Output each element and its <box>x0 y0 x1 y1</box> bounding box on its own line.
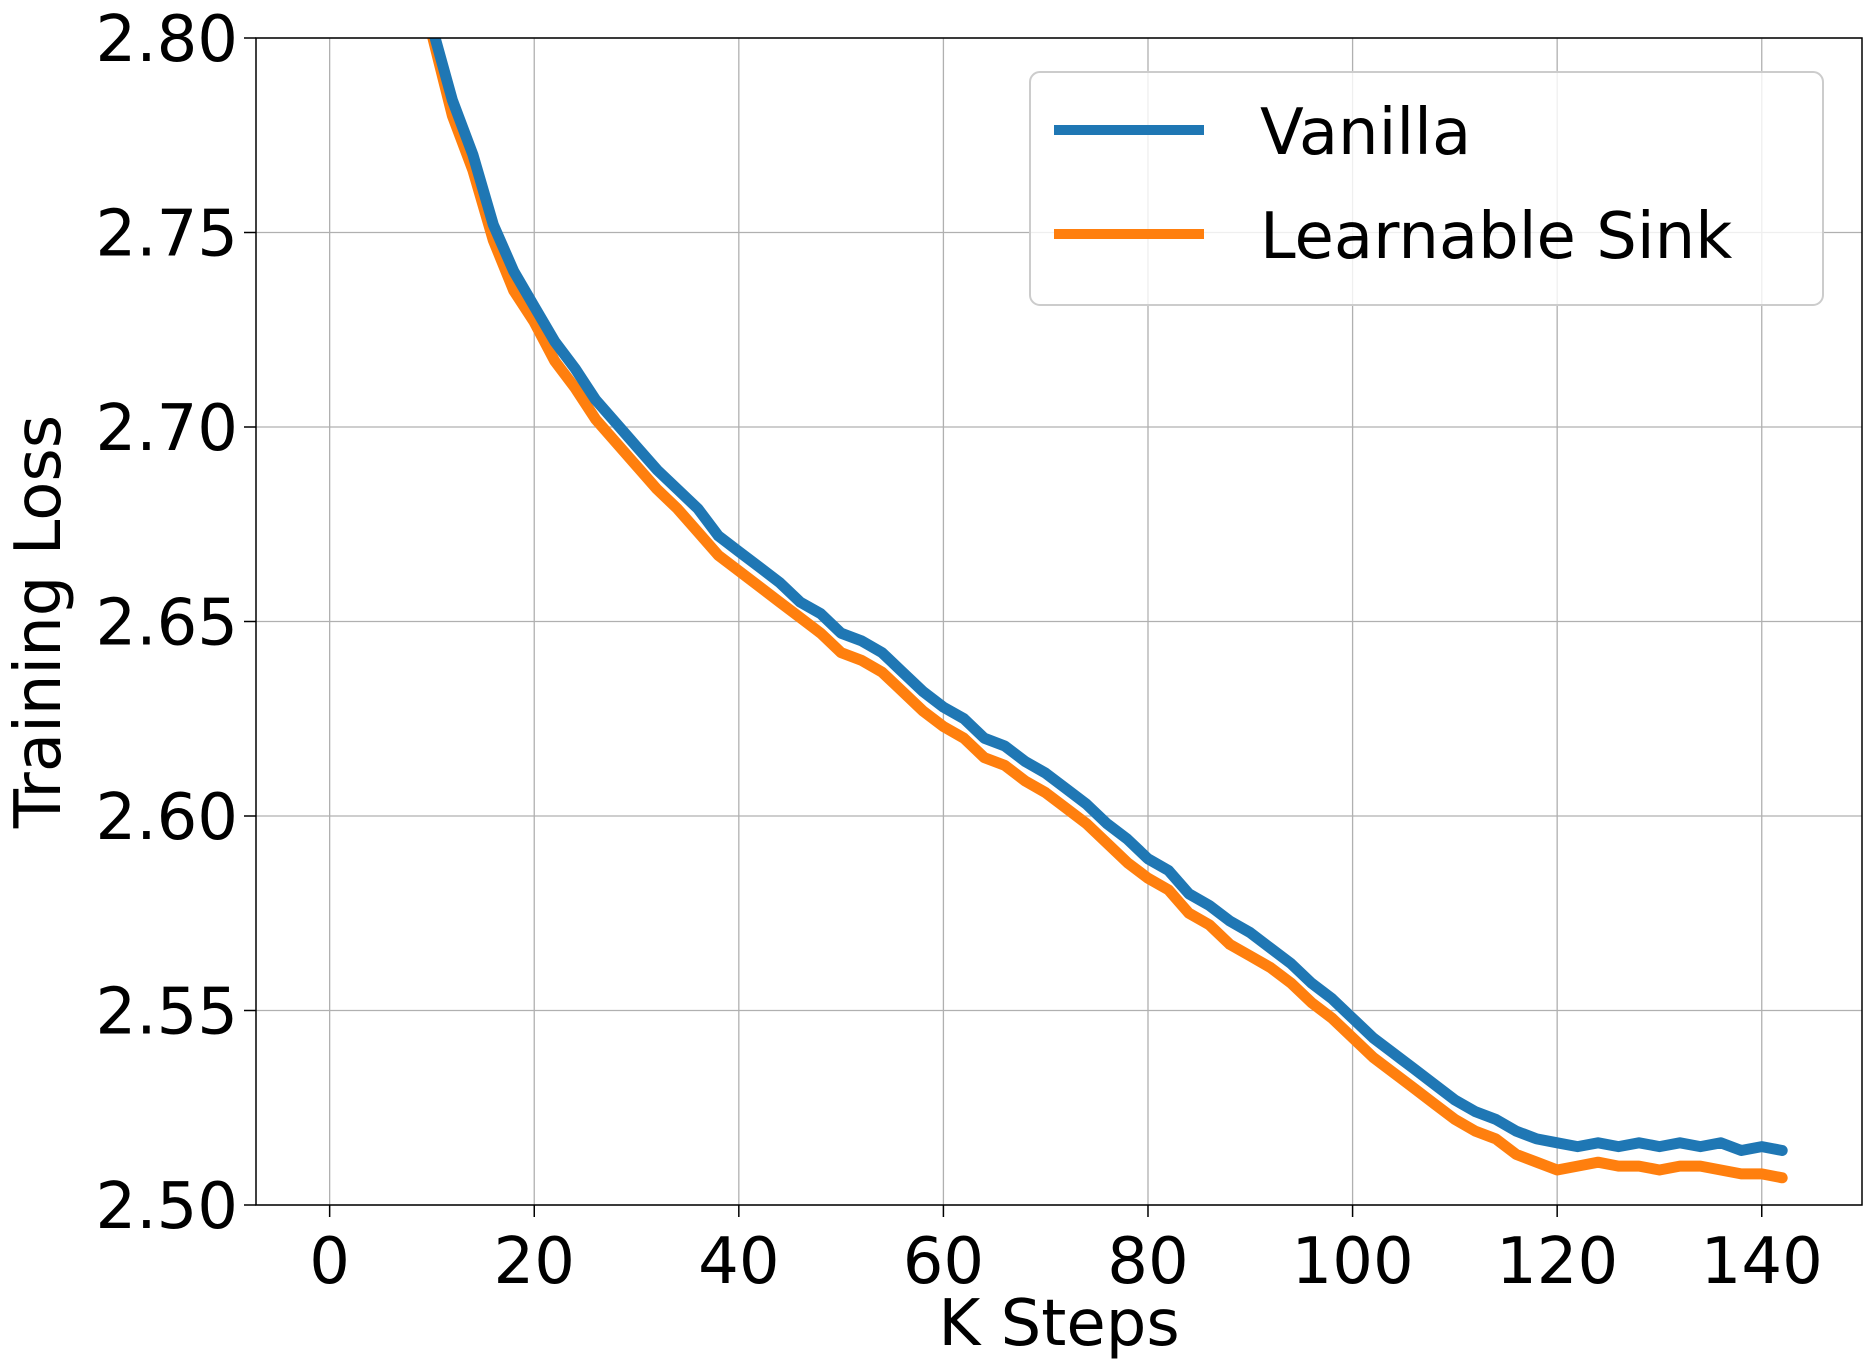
legend-box <box>1029 71 1824 306</box>
y-tick-label: 2.70 <box>96 392 239 466</box>
y-tick-label: 2.65 <box>96 587 239 661</box>
x-axis-label: K Steps <box>938 1287 1179 1361</box>
x-tick-label: 60 <box>903 1225 984 1299</box>
series-lines <box>427 38 1788 1184</box>
x-tick-label: 120 <box>1496 1225 1618 1299</box>
series-line-learnable-sink <box>427 38 1788 1184</box>
ticks: 0 20 40 60 80 100 120 140 2.50 2.55 2.60 2.65 2.70 2.… <box>96 3 1823 1299</box>
y-axis-label: Training Loss <box>2 415 76 829</box>
x-tick-label: 100 <box>1292 1225 1414 1299</box>
y-tick-label: 2.50 <box>96 1170 239 1244</box>
x-tick-label: 80 <box>1107 1225 1188 1299</box>
x-tick-label: 140 <box>1701 1225 1823 1299</box>
series-line-vanilla <box>429 38 1788 1156</box>
y-tick-label: 2.80 <box>96 3 239 77</box>
y-tick-label: 2.55 <box>96 976 239 1050</box>
legend-label-learnable-sink: Learnable Sink <box>1260 200 1732 274</box>
y-tick-label: 2.60 <box>96 781 239 855</box>
x-tick-label: 0 <box>309 1225 350 1299</box>
y-tick-label: 2.75 <box>96 198 239 272</box>
legend-label-vanilla: Vanilla <box>1260 96 1471 170</box>
x-tick-label: 40 <box>698 1225 779 1299</box>
x-tick-label: 20 <box>494 1225 575 1299</box>
legend: Vanilla Learnable Sink <box>1029 71 1824 306</box>
